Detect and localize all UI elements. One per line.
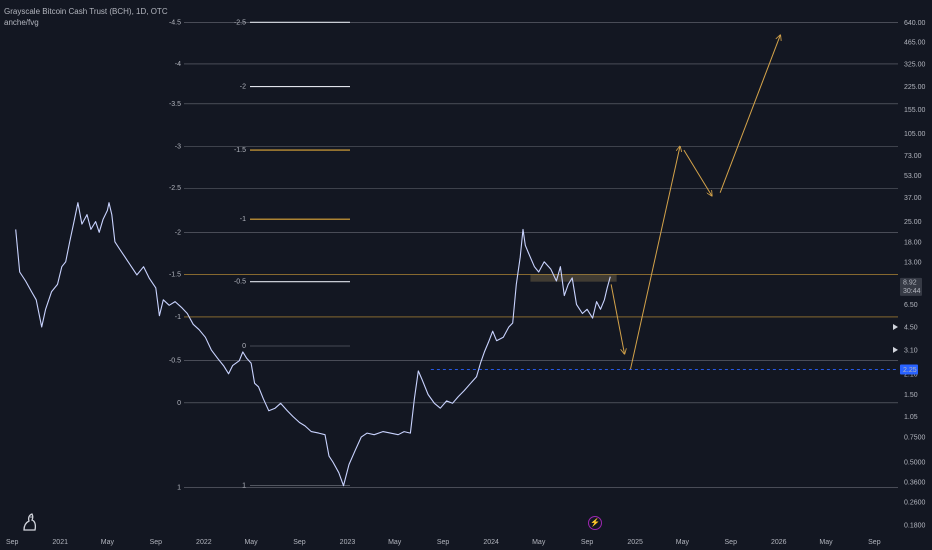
y-tick-label: 2.10 — [904, 371, 918, 378]
target-price-label: 2.25 — [903, 367, 917, 374]
y-tick-label: 1.05 — [904, 414, 918, 421]
price-badges: 8.92 30:44 2.25 — [893, 277, 922, 375]
projection-arrows — [430, 35, 898, 370]
fib-level-label: 0 — [177, 400, 181, 407]
fib-ruler-label: -2.5 — [234, 19, 246, 26]
y-tick-label: 640.00 — [904, 20, 926, 27]
x-tick-label: Sep — [293, 539, 306, 546]
y-tick-label: 155.00 — [904, 107, 926, 114]
y-tick-label: 25.00 — [904, 219, 922, 226]
chart-title: Grayscale Bitcoin Cash Trust (BCH), 1D, … — [4, 7, 168, 16]
resistance-zone — [530, 274, 617, 282]
x-tick-label: May — [819, 539, 833, 546]
y-tick-label: 0.1800 — [904, 522, 926, 529]
fib-level-label: -0.5 — [169, 358, 181, 365]
x-tick-label: May — [532, 539, 546, 546]
y-tick-label: 18.00 — [904, 239, 922, 246]
fibonacci-ruler: -2.5 -2 -1.5 -1 -0.5 0 1 — [234, 19, 350, 490]
y-tick-label: 0.5000 — [904, 459, 926, 466]
fibonacci-levels: -4.5 -4 -3.5 -3 -2.5 -2 -1.5 -1 -0.5 0 1 — [169, 19, 898, 492]
fib-level-label: -1.5 — [169, 271, 181, 278]
x-tick-label: 2021 — [52, 539, 68, 546]
fib-level-label: 1 — [177, 485, 181, 492]
x-tick-label: May — [676, 539, 690, 546]
resistance-zone-box — [530, 274, 617, 282]
y-tick-label: 6.50 — [904, 302, 918, 309]
y-tick-label: 53.00 — [904, 173, 922, 180]
fib-level-label: -4 — [175, 61, 181, 68]
y-tick-label: 73.00 — [904, 153, 922, 160]
axis-marker-icon — [893, 323, 898, 330]
fib-ruler-label: -2 — [240, 84, 246, 91]
projection-arrow — [629, 146, 680, 370]
y-tick-label: 325.00 — [904, 61, 926, 68]
y-tick-label: 1.50 — [904, 392, 918, 399]
x-tick-label: Sep — [6, 539, 19, 546]
projection-arrow — [719, 35, 780, 193]
y-tick-label: 3.10 — [904, 347, 918, 354]
current-price-badge — [900, 277, 922, 296]
fib-level-label: -4.5 — [169, 19, 181, 26]
projection-arrow — [610, 284, 624, 354]
x-tick-label: Sep — [437, 539, 450, 546]
chart-header: Grayscale Bitcoin Cash Trust (BCH), 1D, … — [4, 6, 168, 28]
fib-ruler-label: 1 — [242, 483, 246, 490]
fib-level-label: -2.5 — [169, 185, 181, 192]
current-price-label: 8.92 — [903, 279, 917, 286]
y-tick-label: 465.00 — [904, 39, 926, 46]
y-tick-label: 13.00 — [904, 259, 922, 266]
y-tick-label: 105.00 — [904, 131, 926, 138]
axis-marker-icon — [893, 346, 898, 353]
lightning-icon[interactable]: ⚡ — [588, 516, 602, 530]
y-tick-label: 225.00 — [904, 84, 926, 91]
y-tick-label: 0.2600 — [904, 500, 926, 507]
fib-ruler-label: -0.5 — [234, 279, 246, 286]
x-tick-label: Sep — [725, 539, 738, 546]
x-axis: Sep 2021 May Sep 2022 May Sep 2023 May Sep 2024 May… — [6, 539, 881, 546]
tradingview-logo-icon[interactable] — [20, 512, 42, 532]
countdown-label: 30:44 — [903, 288, 921, 295]
fib-level-label: -3 — [175, 143, 181, 150]
x-tick-label: Sep — [581, 539, 594, 546]
x-tick-label: 2023 — [340, 539, 356, 546]
price-series — [15, 202, 611, 487]
x-tick-label: 2026 — [771, 539, 787, 546]
projection-arrow — [683, 149, 712, 196]
fib-level-label: -3.5 — [169, 101, 181, 108]
indicator-label[interactable]: anche/fvg — [4, 18, 39, 27]
fib-level-label: -2 — [175, 229, 181, 236]
x-tick-label: May — [388, 539, 402, 546]
x-tick-label: May — [101, 539, 115, 546]
x-tick-label: 2022 — [196, 539, 212, 546]
x-tick-label: 2024 — [483, 539, 499, 546]
y-axis: 640.00 465.00 325.00 225.00 155.00 105.00 73.0… — [904, 20, 926, 529]
fib-level-label: -1 — [175, 314, 181, 321]
target-price-badge — [900, 364, 918, 375]
fib-ruler-label: -1 — [240, 216, 246, 223]
y-tick-label: 37.00 — [904, 195, 922, 202]
fib-ruler-label: -1.5 — [234, 147, 246, 154]
y-tick-label: 4.50 — [904, 324, 918, 331]
fib-ruler-label: 0 — [242, 343, 246, 350]
x-tick-label: 2025 — [627, 539, 643, 546]
y-tick-label: 0.3600 — [904, 480, 926, 487]
x-tick-label: May — [244, 539, 258, 546]
price-line — [15, 202, 611, 487]
x-tick-label: Sep — [150, 539, 163, 546]
x-tick-label: Sep — [868, 539, 881, 546]
y-tick-label: 0.7500 — [904, 435, 926, 442]
